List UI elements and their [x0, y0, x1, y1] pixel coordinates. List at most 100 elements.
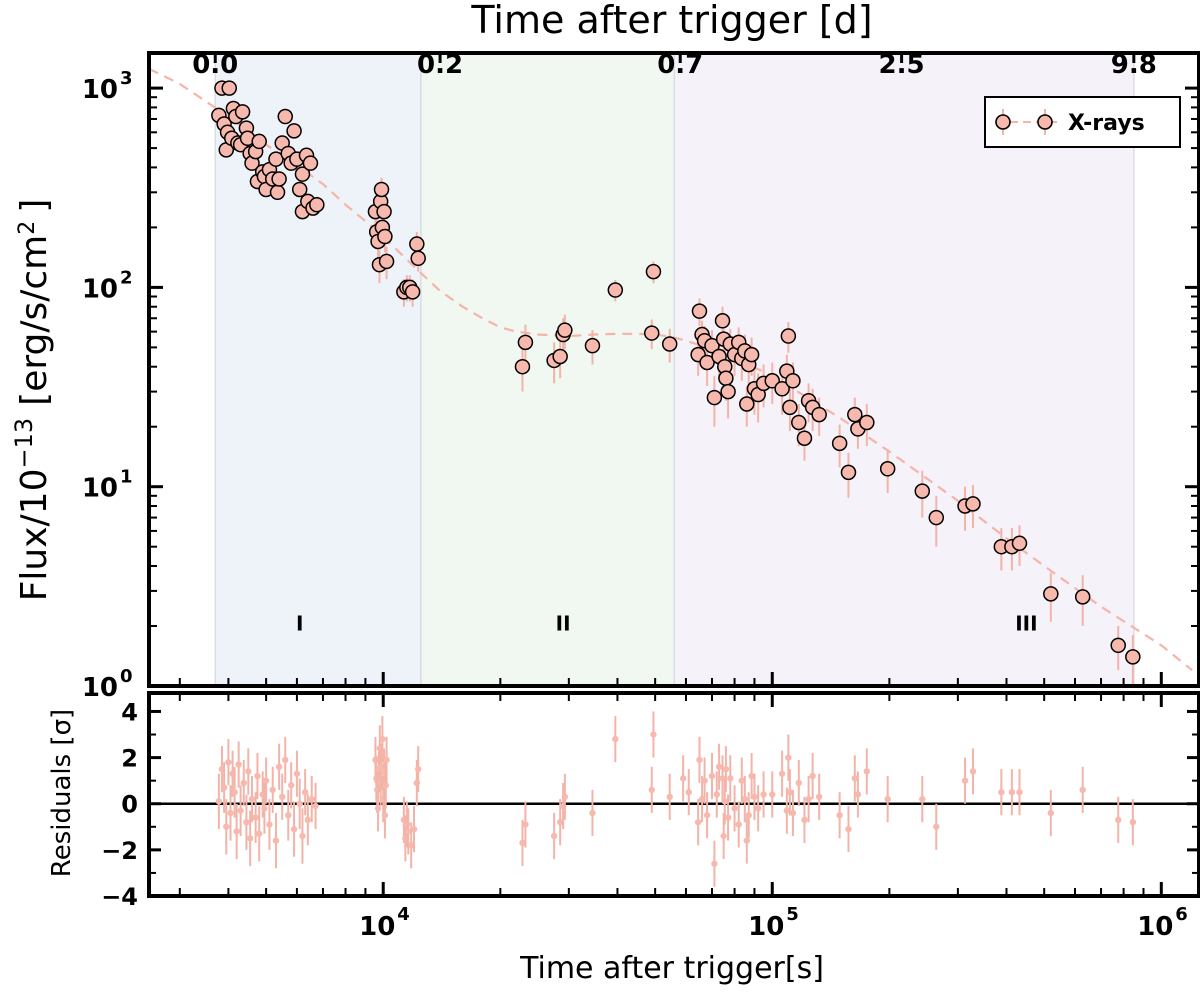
res-tick-label: −4: [101, 883, 138, 911]
top-tick-label: 2.5: [879, 50, 925, 80]
residual-point: [748, 772, 755, 780]
legend: X-rays: [984, 96, 1181, 148]
residual-point: [410, 825, 418, 833]
residual-point: [550, 832, 558, 840]
top-tick-label: 0.2: [417, 50, 463, 80]
residual-point: [836, 812, 843, 819]
flux-point: [691, 303, 708, 319]
flux-point: [514, 358, 531, 375]
flux-ylabel-close: ]: [14, 199, 55, 213]
flux-point: [234, 104, 251, 120]
flux-point: [661, 336, 678, 352]
residual-point: [715, 763, 723, 771]
flux-point: [720, 383, 736, 400]
flux-point: [404, 284, 421, 300]
region-labels: I II III: [296, 611, 1038, 635]
residual-point: [884, 795, 891, 803]
residual-point: [262, 777, 270, 784]
residual-point: [246, 835, 254, 842]
residual-point: [519, 839, 526, 847]
residual-point: [1079, 786, 1086, 794]
flux-point: [840, 464, 857, 481]
residual-point: [304, 816, 312, 824]
residual-point: [415, 765, 422, 773]
legend-marker-right: [1037, 114, 1053, 130]
flux-point: [879, 461, 896, 477]
residual-point: [612, 735, 619, 743]
residual-point: [252, 814, 259, 821]
residual-point: [760, 791, 767, 798]
residual-point: [703, 812, 711, 819]
residual-point: [694, 818, 702, 826]
x-tick-label: 10: [748, 912, 784, 942]
flux-point: [965, 496, 981, 512]
flux-point: [780, 328, 797, 344]
flux-point: [552, 348, 568, 365]
flux-point: [1110, 637, 1126, 654]
legend-marker-left: [995, 114, 1011, 130]
flux-point: [743, 346, 760, 363]
residual-point: [743, 837, 750, 844]
residual-point: [374, 805, 382, 812]
flux-point: [811, 406, 827, 423]
y-tick-label: 10: [82, 474, 118, 504]
flux-point: [1125, 649, 1141, 665]
residual-point: [696, 756, 703, 764]
residual-ticks: −4 −2 0 2 4: [101, 693, 1199, 911]
y-tick-label: 10: [82, 673, 118, 703]
residual-point: [223, 823, 230, 830]
residual-point: [769, 791, 776, 798]
x-axis-ticks: 10 4 10 5 10 6: [359, 904, 1188, 942]
residual-point: [248, 795, 256, 803]
residual-point: [731, 805, 738, 812]
residual-point: [805, 795, 812, 803]
flux-point: [739, 396, 755, 412]
x-tick-label: 10: [359, 912, 395, 942]
res-tick-label: 2: [121, 745, 138, 773]
flux-ylabel-units-exp: 2: [15, 221, 40, 235]
residual-point: [237, 807, 244, 814]
residual-point: [243, 818, 250, 826]
flux-point: [1074, 589, 1091, 605]
flux-point: [714, 313, 731, 329]
flux-point: [764, 373, 781, 389]
flux-panel-frame: [147, 51, 1200, 688]
legend-label: X-rays: [1068, 111, 1145, 136]
flux-point: [699, 354, 715, 371]
flux-point: [704, 337, 720, 354]
residual-point: [589, 809, 596, 817]
region-label: I: [296, 611, 303, 635]
residual-point: [933, 823, 940, 830]
top-tick-label: 0.7: [657, 50, 703, 80]
flux-point: [251, 133, 267, 150]
residual-point: [1129, 818, 1137, 826]
region-2: [420, 53, 675, 686]
flux-ylabel-exp: −13: [10, 418, 38, 469]
residual-point: [738, 777, 745, 784]
residual-point: [282, 756, 289, 764]
residual-point: [727, 775, 734, 782]
residual-point: [245, 768, 252, 775]
flux-point: [706, 389, 723, 406]
residual-point: [724, 814, 732, 821]
residual-point: [301, 788, 309, 796]
residual-ylabel: Residuals [σ]: [47, 709, 77, 877]
flux-point: [607, 282, 624, 298]
flux-point: [410, 250, 426, 267]
residual-point: [290, 825, 298, 833]
residual-point: [969, 768, 977, 775]
res-tick-label: −2: [101, 837, 138, 865]
x-axis-title: Time after trigger[s]: [519, 951, 824, 986]
residual-point: [220, 784, 228, 791]
residual-point: [1008, 788, 1016, 796]
top-axis-title: Time after trigger [d]: [470, 0, 872, 42]
residual-point: [293, 770, 301, 777]
residual-point: [308, 795, 315, 803]
flux-point: [291, 181, 308, 198]
residual-point: [261, 805, 268, 812]
flux-point: [774, 381, 790, 397]
top-tick-label: 0.0: [192, 50, 238, 80]
flux-point: [271, 171, 287, 187]
residual-point: [381, 812, 389, 819]
flux-point: [309, 196, 325, 213]
